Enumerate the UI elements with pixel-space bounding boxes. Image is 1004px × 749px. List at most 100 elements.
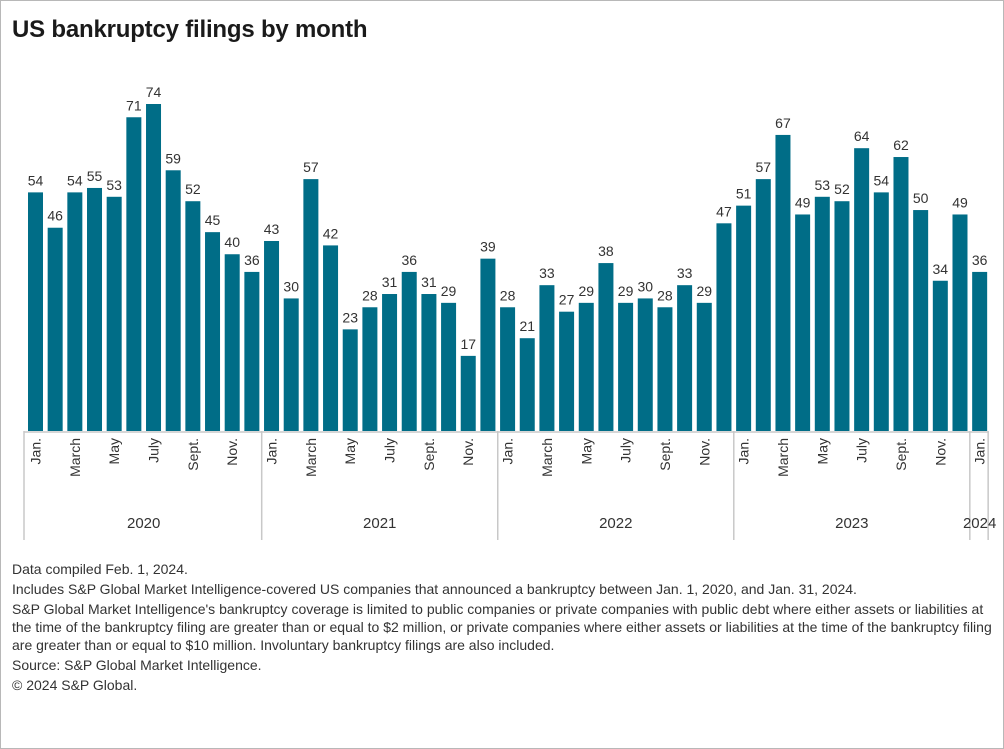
bar [264,240,280,431]
bar [559,311,575,431]
x-tick-label: Jan. [28,438,44,464]
bar [618,302,634,431]
bar-value-label: 57 [303,159,319,175]
bar-value-label: 36 [401,252,417,268]
bar [47,227,63,431]
x-tick-label: May [814,438,830,464]
x-tick-label: July [382,438,398,463]
note-data-compiled: Data compiled Feb. 1, 2024. [12,561,188,577]
x-tick-label: Sept. [657,438,673,471]
bar-value-label: 40 [224,234,240,250]
bar [67,192,83,431]
bar-value-label: 43 [264,221,280,237]
bar-value-label: 54 [874,172,890,188]
x-tick-label: Nov. [696,438,712,466]
bar [500,307,516,431]
bar-value-label: 29 [441,283,457,299]
bar-value-label: 62 [893,137,909,153]
note-source: Source: S&P Global Market Intelligence. [12,657,262,673]
bar-value-label: 54 [28,172,44,188]
x-tick-label: Sept. [893,438,909,471]
bar-value-label: 55 [87,168,103,184]
x-tick-label: Sept. [421,438,437,471]
bar-value-label: 29 [618,283,634,299]
bar-value-label: 38 [598,243,614,259]
bar [480,258,496,431]
bar [539,285,555,431]
bar-value-label: 53 [815,177,831,193]
bar-value-label: 27 [559,292,575,308]
bar [244,271,260,431]
bar [795,214,811,431]
x-tick-label: Jan. [500,438,516,464]
bar-value-label: 29 [696,283,712,299]
x-tick-label: Nov. [460,438,476,466]
bar [952,214,968,431]
bar [303,179,319,431]
bar [932,280,948,431]
footnotes: Data compiled Feb. 1, 2024. Includes S&P… [12,560,997,696]
bar-value-label: 57 [756,159,772,175]
x-tick-label: Jan. [736,438,752,464]
bar-value-label: 39 [480,239,496,255]
bar-value-label: 64 [854,128,870,144]
bar [165,170,181,431]
bar-value-label: 59 [165,150,181,166]
bar [224,254,240,431]
bar [598,263,614,431]
bar [441,302,457,431]
bar-value-label: 28 [657,287,673,303]
x-tick-label: Nov. [932,438,948,466]
bar-value-label: 45 [205,212,221,228]
bar [834,201,850,431]
bar [716,223,732,431]
bar-value-label: 67 [775,115,791,131]
bar-value-label: 33 [539,265,555,281]
bar [126,117,142,431]
bar-value-label: 29 [578,283,594,299]
note-coverage-scope: Includes S&P Global Market Intelligence-… [12,581,857,597]
bar-value-label: 23 [342,309,358,325]
chart-title: US bankruptcy filings by month [12,16,368,43]
x-tick-label: Sept. [185,438,201,471]
bar-value-label: 52 [834,181,850,197]
bar [677,285,693,431]
bar-value-label: 47 [716,203,732,219]
bar [382,294,398,431]
bar [205,232,221,431]
bar [696,302,712,431]
x-tick-label: July [146,438,162,463]
year-label: 2023 [835,515,868,532]
bar [893,157,909,431]
bar [854,148,870,431]
bar-value-label: 31 [382,274,398,290]
bar [283,298,299,431]
bar [814,196,830,431]
note-copyright: © 2024 S&P Global. [12,677,138,693]
bar [657,307,673,431]
bar-value-label: 71 [126,97,142,113]
bar-value-label: 51 [736,186,752,202]
bar [146,104,162,431]
bar [519,338,535,431]
bar [28,192,43,431]
bar-value-label: 30 [637,278,653,294]
bar-value-label: 21 [519,318,535,334]
x-tick-label: March [67,438,83,477]
bar [421,294,437,431]
bar-value-label: 49 [795,194,811,210]
x-tick-label: March [303,438,319,477]
bar-value-label: 17 [460,336,476,352]
bar [736,205,752,431]
x-tick-label: March [775,438,791,477]
x-tick-label: May [106,438,122,464]
bar [401,271,417,431]
bar-value-label: 28 [500,287,516,303]
x-tick-label: March [539,438,555,477]
bar-value-label: 34 [933,261,949,277]
bar [185,201,201,431]
x-tick-label: July [854,438,870,463]
bar [578,302,594,431]
bar [87,187,103,431]
bar-value-label: 74 [146,84,162,100]
